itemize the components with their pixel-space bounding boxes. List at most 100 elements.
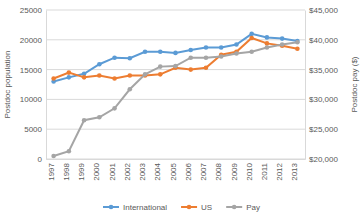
series-marker <box>173 64 178 69</box>
series-marker <box>112 76 117 81</box>
tick: 2005 <box>169 159 178 181</box>
y-axis-title: Postdoc population <box>3 50 12 118</box>
series-marker <box>158 64 163 69</box>
tick-label: 0 <box>38 155 43 164</box>
tick-label: 15000 <box>20 66 43 75</box>
series-marker <box>219 54 224 59</box>
series-marker <box>127 87 132 92</box>
tick: $45,000 <box>305 6 338 15</box>
series-marker <box>112 106 117 111</box>
series-marker <box>295 40 300 45</box>
tick-label: 2005 <box>169 162 178 180</box>
series-marker <box>204 55 209 60</box>
tick-label: 2006 <box>184 162 193 180</box>
tick-label: 2004 <box>153 162 162 180</box>
tick-label: 2011 <box>260 162 269 180</box>
tick: 2003 <box>138 159 147 181</box>
grid-line <box>46 10 305 11</box>
tick: $20,000 <box>305 155 338 164</box>
tick: 1999 <box>77 159 86 181</box>
tick: 1997 <box>47 159 56 181</box>
series-marker <box>82 118 87 123</box>
tick: 2007 <box>199 159 208 181</box>
y-axis: 0500010000150002000025000 <box>20 6 47 164</box>
legend-label: Pay <box>246 203 260 212</box>
grid <box>46 10 305 159</box>
legend-item: International <box>103 203 167 212</box>
tick: 2012 <box>275 159 284 181</box>
tick: 2008 <box>214 159 223 181</box>
legend-item: Pay <box>226 203 260 212</box>
series-marker <box>97 73 102 78</box>
tick: 0 <box>38 155 46 164</box>
tick-label: 5000 <box>24 125 42 134</box>
series-marker <box>97 115 102 120</box>
series-marker <box>143 72 148 77</box>
series-line <box>54 34 298 82</box>
tick-label: $40,000 <box>309 36 338 45</box>
legend-marker <box>232 205 237 210</box>
series-marker <box>204 45 209 50</box>
series-marker <box>188 67 193 72</box>
tick-label: $25,000 <box>309 125 338 134</box>
series-marker <box>51 154 56 159</box>
tick: 2013 <box>290 159 299 181</box>
tick-label: 2003 <box>138 162 147 180</box>
series-marker <box>219 45 224 50</box>
series-marker <box>158 72 163 77</box>
tick-label: $20,000 <box>309 155 338 164</box>
tick-label: 2000 <box>92 162 101 180</box>
series-marker <box>249 36 254 41</box>
axis-line <box>47 159 306 160</box>
grid-line <box>46 99 305 100</box>
tick-label: 2001 <box>108 162 117 180</box>
grid-line <box>46 159 305 160</box>
tick-label: 2008 <box>214 162 223 180</box>
series-marker <box>249 49 254 54</box>
series-line <box>54 42 298 156</box>
series-marker <box>249 32 254 37</box>
legend-marker <box>109 205 114 210</box>
legend-label: International <box>123 203 167 212</box>
y2-axis: $20,000 $25,000 $30,000 $35,000 $40,000 $45,0… <box>305 6 338 164</box>
series-marker <box>265 35 270 40</box>
tick: 2000 <box>92 159 101 181</box>
tick-label: 25000 <box>20 6 43 15</box>
axis-line <box>305 11 306 160</box>
series-group <box>51 32 299 159</box>
tick: $35,000 <box>305 66 338 75</box>
tick-label: 2009 <box>230 162 239 180</box>
chart: 1997 1998 1999 2000 2001 2002 2003 2004 2005 2006… <box>0 0 363 217</box>
tick: 2009 <box>230 159 239 181</box>
legend-item: US <box>181 203 212 212</box>
legend-label: US <box>201 203 212 212</box>
tick-label: 1998 <box>62 162 71 180</box>
y2-axis-title: Postdoc pay ($) <box>350 56 359 112</box>
tick: 5000 <box>24 125 46 134</box>
tick-label: 20000 <box>20 36 43 45</box>
tick-label: 1997 <box>47 162 56 180</box>
tick: 2001 <box>108 159 117 181</box>
tick-label: 2013 <box>290 162 299 180</box>
series-marker <box>234 51 239 56</box>
plot: 1997 1998 1999 2000 2001 2002 2003 2004 2005 2006… <box>20 6 339 181</box>
tick: 20000 <box>20 36 46 45</box>
series-marker <box>67 149 72 154</box>
series-line <box>54 38 298 79</box>
series-marker <box>280 36 285 41</box>
series-marker <box>143 49 148 54</box>
tick: $25,000 <box>305 125 338 134</box>
series-marker <box>280 42 285 47</box>
series-marker <box>265 41 270 46</box>
tick-label: $35,000 <box>309 66 338 75</box>
tick: 2002 <box>123 159 132 181</box>
series-marker <box>265 45 270 50</box>
series-marker <box>188 48 193 53</box>
legend-marker <box>187 205 192 210</box>
tick: 2010 <box>245 159 254 181</box>
series-marker <box>127 56 132 61</box>
tick-label: 2010 <box>245 162 254 180</box>
tick: $30,000 <box>305 95 338 104</box>
tick: 15000 <box>20 66 46 75</box>
tick: 2011 <box>260 159 269 180</box>
